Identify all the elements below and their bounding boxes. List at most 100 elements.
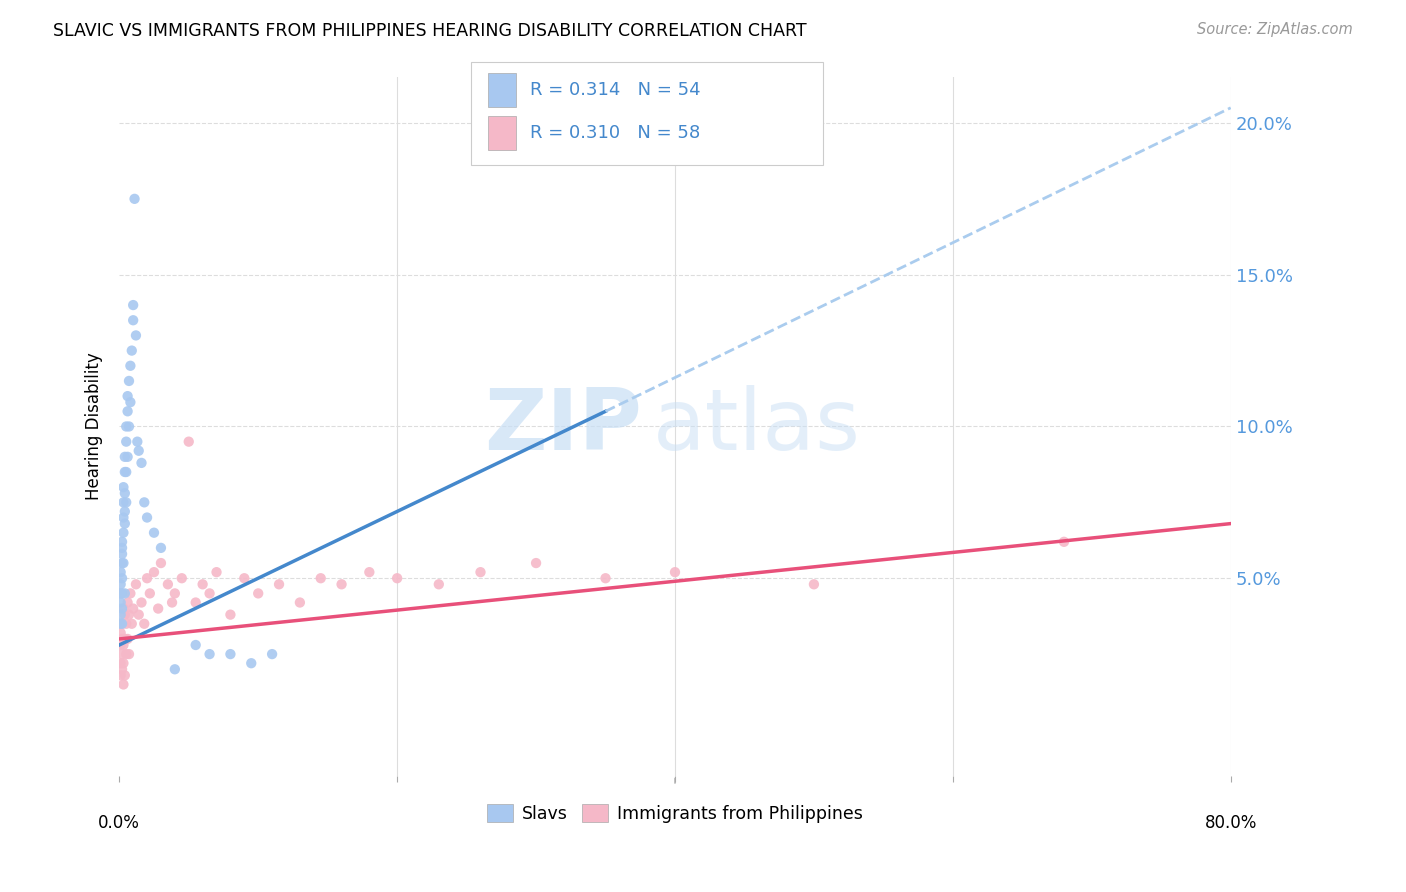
Point [184, 638, 207, 652]
Point [184, 595, 207, 609]
Point [156, 577, 179, 591]
Point [110, 638, 132, 652]
Point [114, 465, 136, 479]
Point [247, 586, 270, 600]
Point [114, 450, 136, 464]
Legend: Slavs, Immigrants from Philippines: Slavs, Immigrants from Philippines [481, 797, 869, 830]
Point [524, 556, 547, 570]
Point [110, 657, 132, 671]
Point [267, 577, 290, 591]
Point [111, 586, 134, 600]
Point [114, 607, 136, 622]
Point [112, 480, 135, 494]
Point [139, 586, 162, 600]
Point [122, 313, 145, 327]
Point [121, 616, 143, 631]
Point [117, 632, 139, 646]
Point [233, 571, 256, 585]
Point [125, 577, 148, 591]
Point [115, 465, 138, 479]
Point [128, 443, 150, 458]
Point [118, 607, 141, 622]
Point [117, 404, 139, 418]
Point [111, 547, 134, 561]
Point [134, 495, 156, 509]
Point [114, 632, 136, 646]
Point [111, 616, 134, 631]
Point [163, 586, 186, 600]
Point [111, 647, 134, 661]
Point [198, 647, 221, 661]
Point [111, 571, 134, 585]
Point [595, 571, 617, 585]
Text: 0.0%: 0.0% [98, 814, 141, 832]
Point [110, 625, 132, 640]
Point [205, 565, 228, 579]
Point [330, 577, 353, 591]
Point [111, 541, 134, 555]
Point [114, 516, 136, 531]
Point [111, 534, 134, 549]
Point [122, 298, 145, 312]
Text: 80.0%: 80.0% [1205, 814, 1257, 832]
Text: ZIP: ZIP [484, 385, 641, 468]
Point [111, 616, 134, 631]
Text: R = 0.314   N = 54: R = 0.314 N = 54 [530, 81, 700, 99]
Point [114, 486, 136, 500]
Point [110, 607, 132, 622]
Point [110, 595, 132, 609]
Text: R = 0.310   N = 58: R = 0.310 N = 58 [530, 124, 700, 142]
Point [427, 577, 450, 591]
Point [191, 577, 214, 591]
Point [111, 662, 134, 676]
Point [170, 571, 193, 585]
Point [131, 456, 153, 470]
Point [163, 662, 186, 676]
Point [110, 586, 132, 600]
Point [112, 525, 135, 540]
Point [110, 668, 132, 682]
Point [117, 450, 139, 464]
Point [112, 495, 135, 509]
Point [115, 419, 138, 434]
Point [110, 577, 132, 591]
Text: Source: ZipAtlas.com: Source: ZipAtlas.com [1197, 22, 1353, 37]
Text: SLAVIC VS IMMIGRANTS FROM PHILIPPINES HEARING DISABILITY CORRELATION CHART: SLAVIC VS IMMIGRANTS FROM PHILIPPINES HE… [53, 22, 807, 40]
Point [134, 616, 156, 631]
Point [149, 556, 172, 570]
Point [112, 601, 135, 615]
Point [143, 565, 166, 579]
Point [128, 607, 150, 622]
Point [149, 541, 172, 555]
Point [143, 525, 166, 540]
Point [219, 647, 242, 661]
Point [120, 359, 142, 373]
Point [803, 577, 825, 591]
Point [177, 434, 200, 449]
Point [124, 192, 146, 206]
Point [262, 647, 284, 661]
Point [359, 565, 381, 579]
Point [118, 374, 141, 388]
Point [470, 565, 492, 579]
Point [198, 586, 221, 600]
Point [110, 565, 132, 579]
Point [115, 495, 138, 509]
Point [240, 657, 263, 671]
Point [110, 616, 132, 631]
Point [146, 601, 169, 615]
Point [112, 638, 135, 652]
Point [118, 419, 141, 434]
Point [111, 556, 134, 570]
Point [115, 647, 138, 661]
Point [1053, 534, 1076, 549]
Point [117, 389, 139, 403]
Point [160, 595, 183, 609]
Point [664, 565, 686, 579]
Point [114, 586, 136, 600]
Point [115, 616, 138, 631]
Point [114, 504, 136, 518]
Point [385, 571, 408, 585]
Y-axis label: Hearing Disability: Hearing Disability [86, 352, 103, 500]
Point [112, 510, 135, 524]
